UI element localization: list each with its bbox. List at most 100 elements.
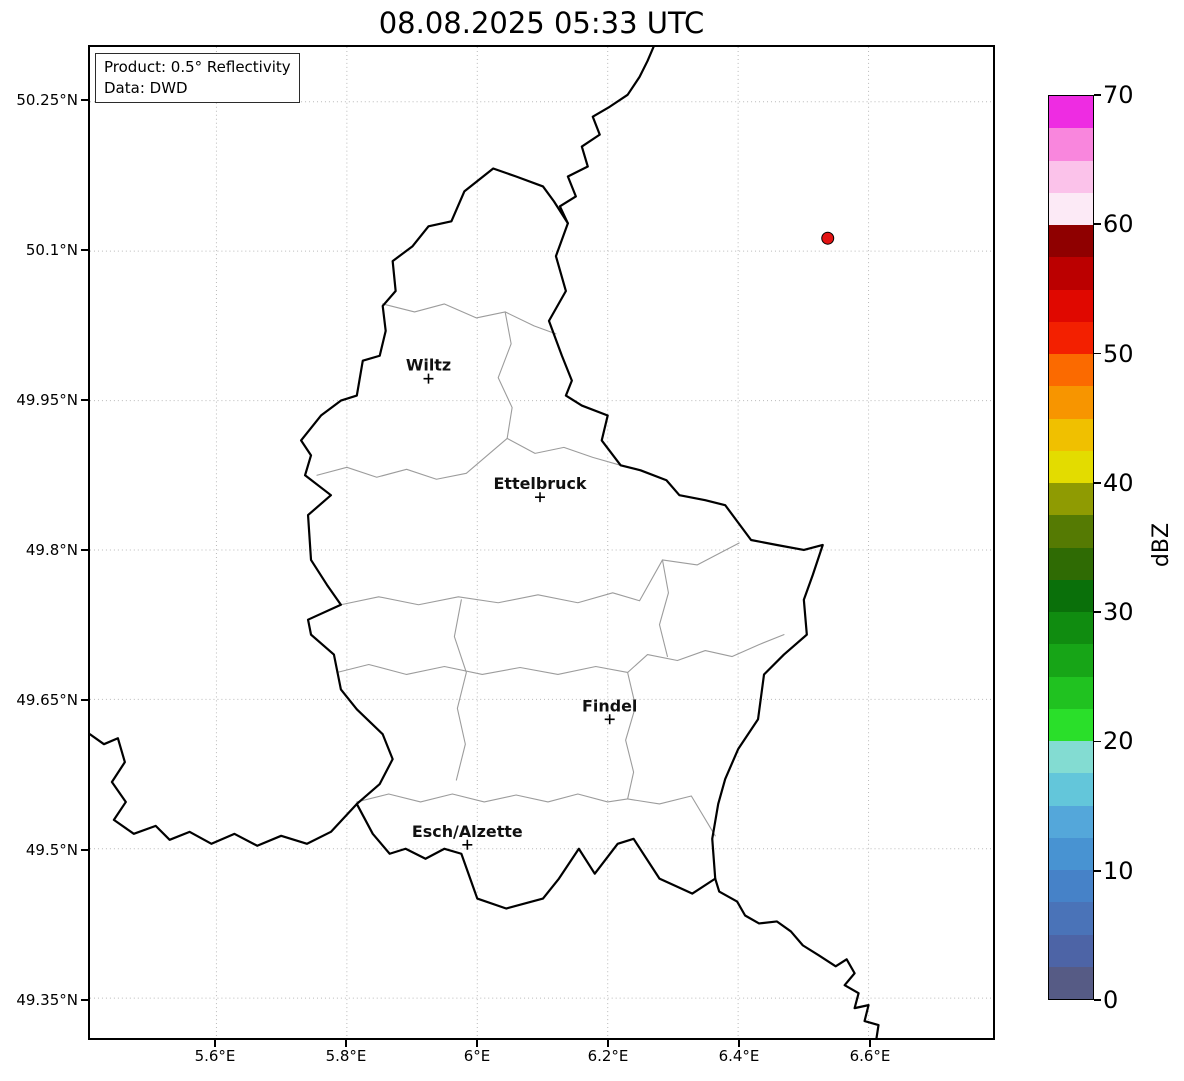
colorbar-segment [1049, 741, 1093, 774]
colorbar-tick-label: 70 [1103, 81, 1134, 109]
lat-tick-mark [81, 549, 88, 551]
colorbar-segment [1049, 579, 1093, 612]
district-border-line [506, 437, 622, 466]
colorbar-tick-mark [1094, 223, 1101, 226]
lon-tick-mark [869, 1040, 871, 1047]
district-border-line [497, 311, 513, 439]
lon-tick-mark [738, 1040, 740, 1047]
lon-tick-label: 6.2°E [587, 1047, 629, 1065]
luxembourg-map: Wiltz Ettelbruck Findel Esch/Alzette [90, 47, 993, 1038]
lat-tick-mark [81, 399, 88, 401]
lon-tick-label: 6°E [463, 1047, 491, 1065]
lat-tick-label: 50.25°N [16, 91, 78, 109]
colorbar-tick-label: 50 [1103, 339, 1134, 368]
district-border-line [316, 437, 508, 480]
district-border-line [453, 599, 467, 781]
colorbar-segment [1049, 386, 1093, 419]
colorbar-tick-label: 40 [1103, 468, 1134, 497]
lon-tick-label: 5.8°E [325, 1047, 367, 1065]
colorbar-axis-label: dBZ [1149, 522, 1174, 568]
colorbar [1048, 95, 1094, 1000]
lon-tick-mark [345, 1040, 347, 1047]
colorbar-tick-mark [1094, 352, 1101, 355]
city-label: Esch/Alzette [412, 822, 523, 841]
colorbar-segment [1049, 160, 1093, 193]
lat-tick-mark [81, 999, 88, 1001]
city-marker-cross [535, 492, 545, 503]
colorbar-segment [1049, 934, 1093, 967]
colorbar-segment [1049, 450, 1093, 483]
colorbar-tick-label: 0 [1103, 986, 1119, 1014]
colorbar-tick-label: 60 [1103, 210, 1134, 239]
district-border-line [340, 542, 740, 606]
colorbar-segment [1049, 708, 1093, 741]
neighbor-country-border [714, 877, 880, 1038]
colorbar-segment [1049, 547, 1093, 580]
district-border-line [625, 671, 637, 800]
city-label: Wiltz [406, 356, 451, 375]
district-border-line [658, 559, 669, 658]
colorbar-tick-label: 20 [1103, 727, 1134, 756]
colorbar-segment [1049, 773, 1093, 806]
lat-tick-mark [81, 249, 88, 251]
neighbor-country-border [558, 47, 655, 225]
district-border-line [336, 663, 629, 676]
city-marker-cross [423, 373, 434, 384]
colorbar-segment [1049, 418, 1093, 451]
colorbar-tick-mark [1094, 740, 1101, 743]
map-plot-area: Wiltz Ettelbruck Findel Esch/Alzette Produc… [88, 45, 995, 1040]
lat-tick-mark [81, 849, 88, 851]
colorbar-segment [1049, 902, 1093, 935]
lon-tick-label: 5.6°E [194, 1047, 236, 1065]
colorbar-segment [1049, 321, 1093, 354]
lat-tick-label: 49.35°N [16, 991, 78, 1009]
lat-tick-label: 49.8°N [25, 541, 78, 559]
colorbar-segment [1049, 612, 1093, 645]
lon-tick-mark [476, 1040, 478, 1047]
colorbar-segment [1049, 289, 1093, 322]
district-border-line [627, 634, 785, 674]
colorbar-segment [1049, 644, 1093, 677]
lon-tick-label: 6.4°E [718, 1047, 760, 1065]
colorbar-segment [1049, 676, 1093, 709]
data-source-line: Data: DWD [104, 79, 188, 97]
city-marker-cross [462, 839, 473, 850]
colorbar-segment [1049, 483, 1093, 516]
neighbor-country-border [90, 733, 358, 847]
lon-tick-mark [607, 1040, 609, 1047]
colorbar-segment [1049, 128, 1093, 161]
product-info-box: Product: 0.5° Reflectivity Data: DWD [95, 53, 300, 103]
colorbar-tick-mark [1094, 999, 1101, 1001]
colorbar-segment [1049, 837, 1093, 870]
lon-tick-label: 6.6°E [849, 1047, 891, 1065]
lon-tick-mark [214, 1040, 216, 1047]
lat-tick-label: 49.95°N [16, 391, 78, 409]
colorbar-tick-label: 10 [1103, 856, 1134, 885]
colorbar-tick-mark [1094, 869, 1101, 872]
colorbar-segment [1049, 515, 1093, 548]
product-info-line: Product: 0.5° Reflectivity [104, 58, 291, 76]
city-label: Findel [582, 696, 637, 715]
luxembourg-country-border [299, 167, 824, 910]
colorbar-tick-mark [1094, 611, 1101, 613]
colorbar-segment [1049, 192, 1093, 225]
lat-tick-label: 50.1°N [25, 241, 78, 259]
district-border-line [382, 303, 557, 335]
figure-title: 08.08.2025 05:33 UTC [378, 6, 705, 40]
lat-tick-label: 49.65°N [16, 691, 78, 709]
colorbar-segment [1049, 966, 1093, 999]
lat-tick-mark [81, 99, 88, 101]
colorbar-segment [1049, 96, 1093, 129]
colorbar-tick-mark [1094, 482, 1101, 484]
colorbar-segment [1049, 257, 1093, 290]
colorbar-tick-mark [1094, 94, 1101, 96]
colorbar-segment [1049, 870, 1093, 903]
city-label: Ettelbruck [494, 474, 587, 493]
colorbar-segment [1049, 225, 1093, 258]
colorbar-tick-label: 30 [1103, 598, 1134, 627]
colorbar-segment [1049, 805, 1093, 838]
lat-tick-label: 49.5°N [25, 841, 78, 859]
lat-tick-mark [81, 699, 88, 701]
radar-site-marker [821, 231, 835, 245]
